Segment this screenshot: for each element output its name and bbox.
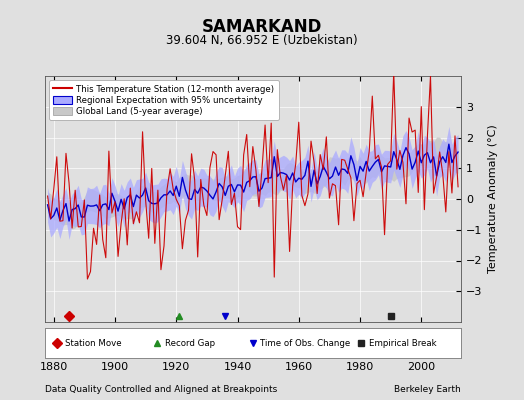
Text: 39.604 N, 66.952 E (Uzbekistan): 39.604 N, 66.952 E (Uzbekistan) [166,34,358,47]
Text: Station Move: Station Move [64,338,121,348]
Text: Time of Obs. Change: Time of Obs. Change [260,338,351,348]
Legend: This Temperature Station (12-month average), Regional Expectation with 95% uncer: This Temperature Station (12-month avera… [49,80,279,120]
Text: 1880: 1880 [40,362,68,372]
Text: Empirical Break: Empirical Break [369,338,436,348]
Text: 1920: 1920 [162,362,190,372]
Text: 1940: 1940 [223,362,252,372]
Text: Data Quality Controlled and Aligned at Breakpoints: Data Quality Controlled and Aligned at B… [45,386,277,394]
Text: 2000: 2000 [407,362,435,372]
Text: Berkeley Earth: Berkeley Earth [395,386,461,394]
Text: 1980: 1980 [346,362,374,372]
Text: 1900: 1900 [101,362,129,372]
Text: Record Gap: Record Gap [165,338,215,348]
Text: SAMARKAND: SAMARKAND [202,18,322,36]
Y-axis label: Temperature Anomaly (°C): Temperature Anomaly (°C) [488,125,498,273]
Text: 1960: 1960 [285,362,313,372]
